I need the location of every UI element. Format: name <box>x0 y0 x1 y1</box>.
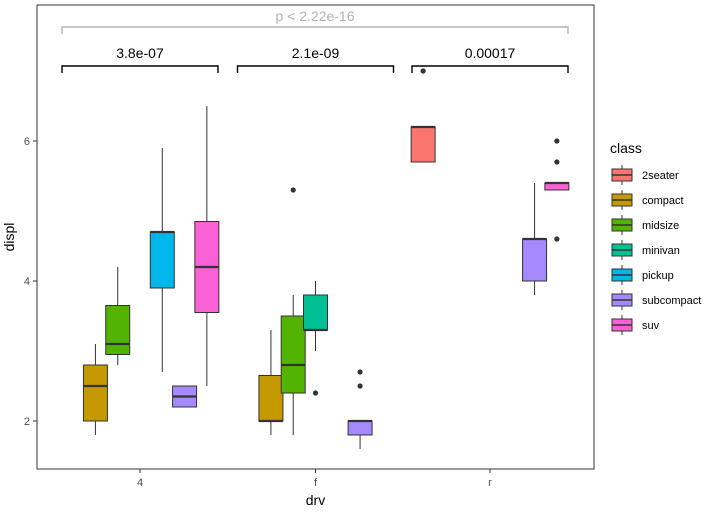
global-p-value: p < 2.22e-16 <box>275 8 354 24</box>
y-tick-label: 2 <box>24 416 30 428</box>
legend-label: minivan <box>642 245 680 257</box>
legend-title: class <box>610 140 642 156</box>
box-midsize <box>280 315 306 394</box>
box-subcompact <box>522 238 548 282</box>
box-compact <box>258 375 284 422</box>
plot-panel <box>36 4 595 470</box>
group-p-value: 2.1e-09 <box>292 45 340 61</box>
y-axis-title: displ <box>1 223 17 252</box>
outlier-point <box>357 383 363 389</box>
x-tick-label: 4 <box>137 477 143 489</box>
outlier-point <box>554 159 560 165</box>
outlier-point <box>420 68 426 74</box>
outlier-point <box>554 138 560 144</box>
outlier-point <box>312 390 319 396</box>
box-subcompact <box>347 420 373 436</box>
group-p-value: 3.8e-07 <box>116 45 164 61</box>
box-minivan <box>303 294 328 331</box>
group-bracket <box>61 65 219 73</box>
box-2seater <box>410 126 436 163</box>
box-midsize <box>105 305 131 355</box>
box-compact <box>82 364 108 422</box>
global-bracket <box>61 26 569 34</box>
legend-label: midsize <box>642 220 679 232</box>
x-axis-title: drv <box>306 492 325 508</box>
group-bracket <box>411 65 569 73</box>
legend-label: pickup <box>642 270 674 282</box>
legend-label: suv <box>642 320 660 332</box>
legend: class 2seater compact midsize minivan pickup… <box>610 140 701 335</box>
box-pickup <box>149 231 175 289</box>
y-tick-label: 4 <box>24 276 30 288</box>
y-tick-label: 6 <box>24 136 30 148</box>
plot-marks: 2 4 6 4 f r p < 2.22e-16 3.8e-07 2.1e-09 0.00017 <box>24 8 570 489</box>
legend-label: 2seater <box>642 170 679 182</box>
outlier-point <box>357 369 363 375</box>
outlier-point <box>290 187 296 193</box>
legend-label: subcompact <box>642 295 701 307</box>
outlier-point <box>554 236 560 242</box>
x-tick-label: r <box>488 477 492 489</box>
group-p-value: 0.00017 <box>465 45 516 61</box>
group-bracket <box>236 65 395 73</box>
x-tick-label: f <box>314 477 318 489</box>
legend-label: compact <box>642 195 684 207</box>
